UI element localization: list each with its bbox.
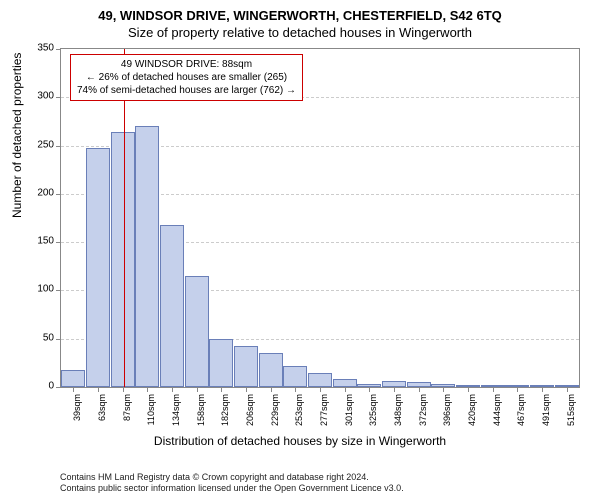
xtick-mark	[221, 387, 222, 392]
xtick-label: 39sqm	[72, 394, 82, 434]
annotation-line-1: 49 WINDSOR DRIVE: 88sqm	[77, 58, 296, 71]
xtick-mark	[542, 387, 543, 392]
ytick-label: 300	[24, 91, 54, 102]
ytick-mark	[56, 146, 61, 147]
xtick-label: 277sqm	[319, 394, 329, 434]
xtick-mark	[369, 387, 370, 392]
x-axis-label: Distribution of detached houses by size …	[0, 434, 600, 448]
footer-line-2: Contains public sector information licen…	[60, 483, 404, 494]
xtick-label: 515sqm	[566, 394, 576, 434]
ytick-label: 100	[24, 284, 54, 295]
xtick-mark	[443, 387, 444, 392]
xtick-mark	[419, 387, 420, 392]
ytick-label: 150	[24, 236, 54, 247]
ytick-label: 350	[24, 43, 54, 54]
xtick-mark	[98, 387, 99, 392]
xtick-label: 110sqm	[146, 394, 156, 434]
xtick-label: 444sqm	[492, 394, 502, 434]
xtick-label: 491sqm	[541, 394, 551, 434]
xtick-mark	[246, 387, 247, 392]
annotation-line-3: 74% of semi-detached houses are larger (…	[77, 84, 296, 97]
xtick-label: 396sqm	[442, 394, 452, 434]
xtick-label: 467sqm	[516, 394, 526, 434]
histogram-bar	[160, 225, 184, 387]
xtick-label: 301sqm	[344, 394, 354, 434]
histogram-bar	[185, 276, 209, 387]
histogram-bar	[86, 148, 110, 387]
histogram-bar	[283, 366, 307, 387]
ytick-mark	[56, 290, 61, 291]
ytick-mark	[56, 194, 61, 195]
histogram-bar	[61, 370, 85, 387]
xtick-mark	[394, 387, 395, 392]
xtick-label: 253sqm	[294, 394, 304, 434]
xtick-mark	[172, 387, 173, 392]
xtick-mark	[320, 387, 321, 392]
ytick-mark	[56, 242, 61, 243]
xtick-label: 420sqm	[467, 394, 477, 434]
xtick-mark	[517, 387, 518, 392]
ytick-mark	[56, 387, 61, 388]
xtick-mark	[123, 387, 124, 392]
xtick-mark	[271, 387, 272, 392]
histogram-bar	[234, 346, 258, 387]
histogram-bar	[111, 132, 135, 387]
annotation-line-2: ← 26% of detached houses are smaller (26…	[77, 71, 296, 84]
ytick-mark	[56, 49, 61, 50]
xtick-mark	[197, 387, 198, 392]
ytick-mark	[56, 339, 61, 340]
ytick-label: 0	[24, 381, 54, 392]
xtick-mark	[73, 387, 74, 392]
xtick-mark	[147, 387, 148, 392]
xtick-mark	[345, 387, 346, 392]
xtick-label: 325sqm	[368, 394, 378, 434]
xtick-label: 63sqm	[97, 394, 107, 434]
xtick-label: 229sqm	[270, 394, 280, 434]
xtick-mark	[567, 387, 568, 392]
xtick-mark	[468, 387, 469, 392]
histogram-bar	[259, 353, 283, 387]
xtick-label: 87sqm	[122, 394, 132, 434]
ytick-label: 200	[24, 187, 54, 198]
footer-attribution: Contains HM Land Registry data © Crown c…	[60, 472, 404, 494]
xtick-label: 158sqm	[196, 394, 206, 434]
xtick-label: 182sqm	[220, 394, 230, 434]
xtick-label: 206sqm	[245, 394, 255, 434]
xtick-label: 372sqm	[418, 394, 428, 434]
histogram-bar	[135, 126, 159, 387]
xtick-label: 134sqm	[171, 394, 181, 434]
histogram-bar	[308, 373, 332, 387]
footer-line-1: Contains HM Land Registry data © Crown c…	[60, 472, 404, 483]
ytick-label: 250	[24, 139, 54, 150]
xtick-mark	[493, 387, 494, 392]
histogram-bar	[333, 379, 357, 387]
annotation-box: 49 WINDSOR DRIVE: 88sqm← 26% of detached…	[70, 54, 303, 101]
page-title: 49, WINDSOR DRIVE, WINGERWORTH, CHESTERF…	[0, 0, 600, 23]
y-axis-label: Number of detached properties	[10, 53, 24, 218]
page-subtitle: Size of property relative to detached ho…	[0, 23, 600, 40]
xtick-mark	[295, 387, 296, 392]
ytick-label: 50	[24, 332, 54, 343]
histogram-bar	[209, 339, 233, 387]
ytick-mark	[56, 97, 61, 98]
xtick-label: 348sqm	[393, 394, 403, 434]
